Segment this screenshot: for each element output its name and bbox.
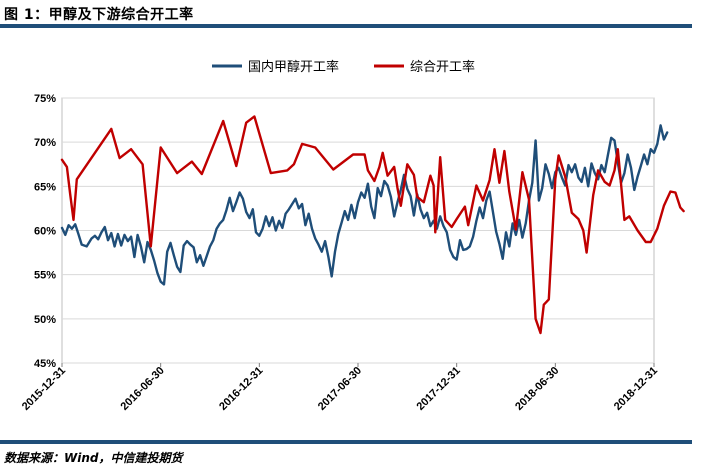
series-lines bbox=[60, 115, 685, 335]
x-tick-label: 2015-12-31 bbox=[20, 365, 68, 413]
x-axis: 2015-12-31 2016-06-30 2016-12-31 2017-06-30… bbox=[20, 363, 660, 413]
legend: 国内甲醇开工率 综合开工率 bbox=[212, 59, 475, 75]
x-tick-label: 2016-06-30 bbox=[119, 365, 167, 413]
x-tick-label: 2017-06-30 bbox=[316, 365, 364, 413]
bottom-divider bbox=[0, 440, 692, 444]
legend-label: 综合开工率 bbox=[410, 59, 475, 75]
legend-label: 国内甲醇开工率 bbox=[248, 59, 339, 75]
y-tick-label: 75% bbox=[34, 93, 56, 105]
line-chart: 45% 50% 55% 60% 65% 70% 75% 2015-12-31 2016-06-… bbox=[20, 59, 685, 413]
series-line-domestic-methanol bbox=[60, 124, 669, 286]
y-axis: 45% 50% 55% 60% 65% 70% 75% bbox=[34, 93, 56, 370]
y-tick-label: 70% bbox=[34, 137, 56, 149]
series-line-composite bbox=[60, 115, 685, 335]
figure-title: 图 1：甲醇及下游综合开工率 bbox=[4, 7, 194, 23]
x-tick-label: 2017-12-31 bbox=[415, 365, 463, 413]
y-tick-label: 55% bbox=[34, 270, 56, 282]
gridlines bbox=[62, 97, 654, 364]
x-tick-label: 2018-06-30 bbox=[513, 365, 561, 413]
x-tick-label: 2018-12-31 bbox=[612, 365, 660, 413]
source-note: 数据来源：Wind，中信建投期货 bbox=[4, 451, 183, 465]
y-tick-label: 65% bbox=[34, 181, 56, 193]
x-tick-label: 2016-12-31 bbox=[217, 365, 265, 413]
y-tick-label: 45% bbox=[34, 358, 56, 370]
y-tick-label: 50% bbox=[34, 314, 56, 326]
y-tick-label: 60% bbox=[34, 226, 56, 238]
top-divider bbox=[0, 24, 692, 28]
